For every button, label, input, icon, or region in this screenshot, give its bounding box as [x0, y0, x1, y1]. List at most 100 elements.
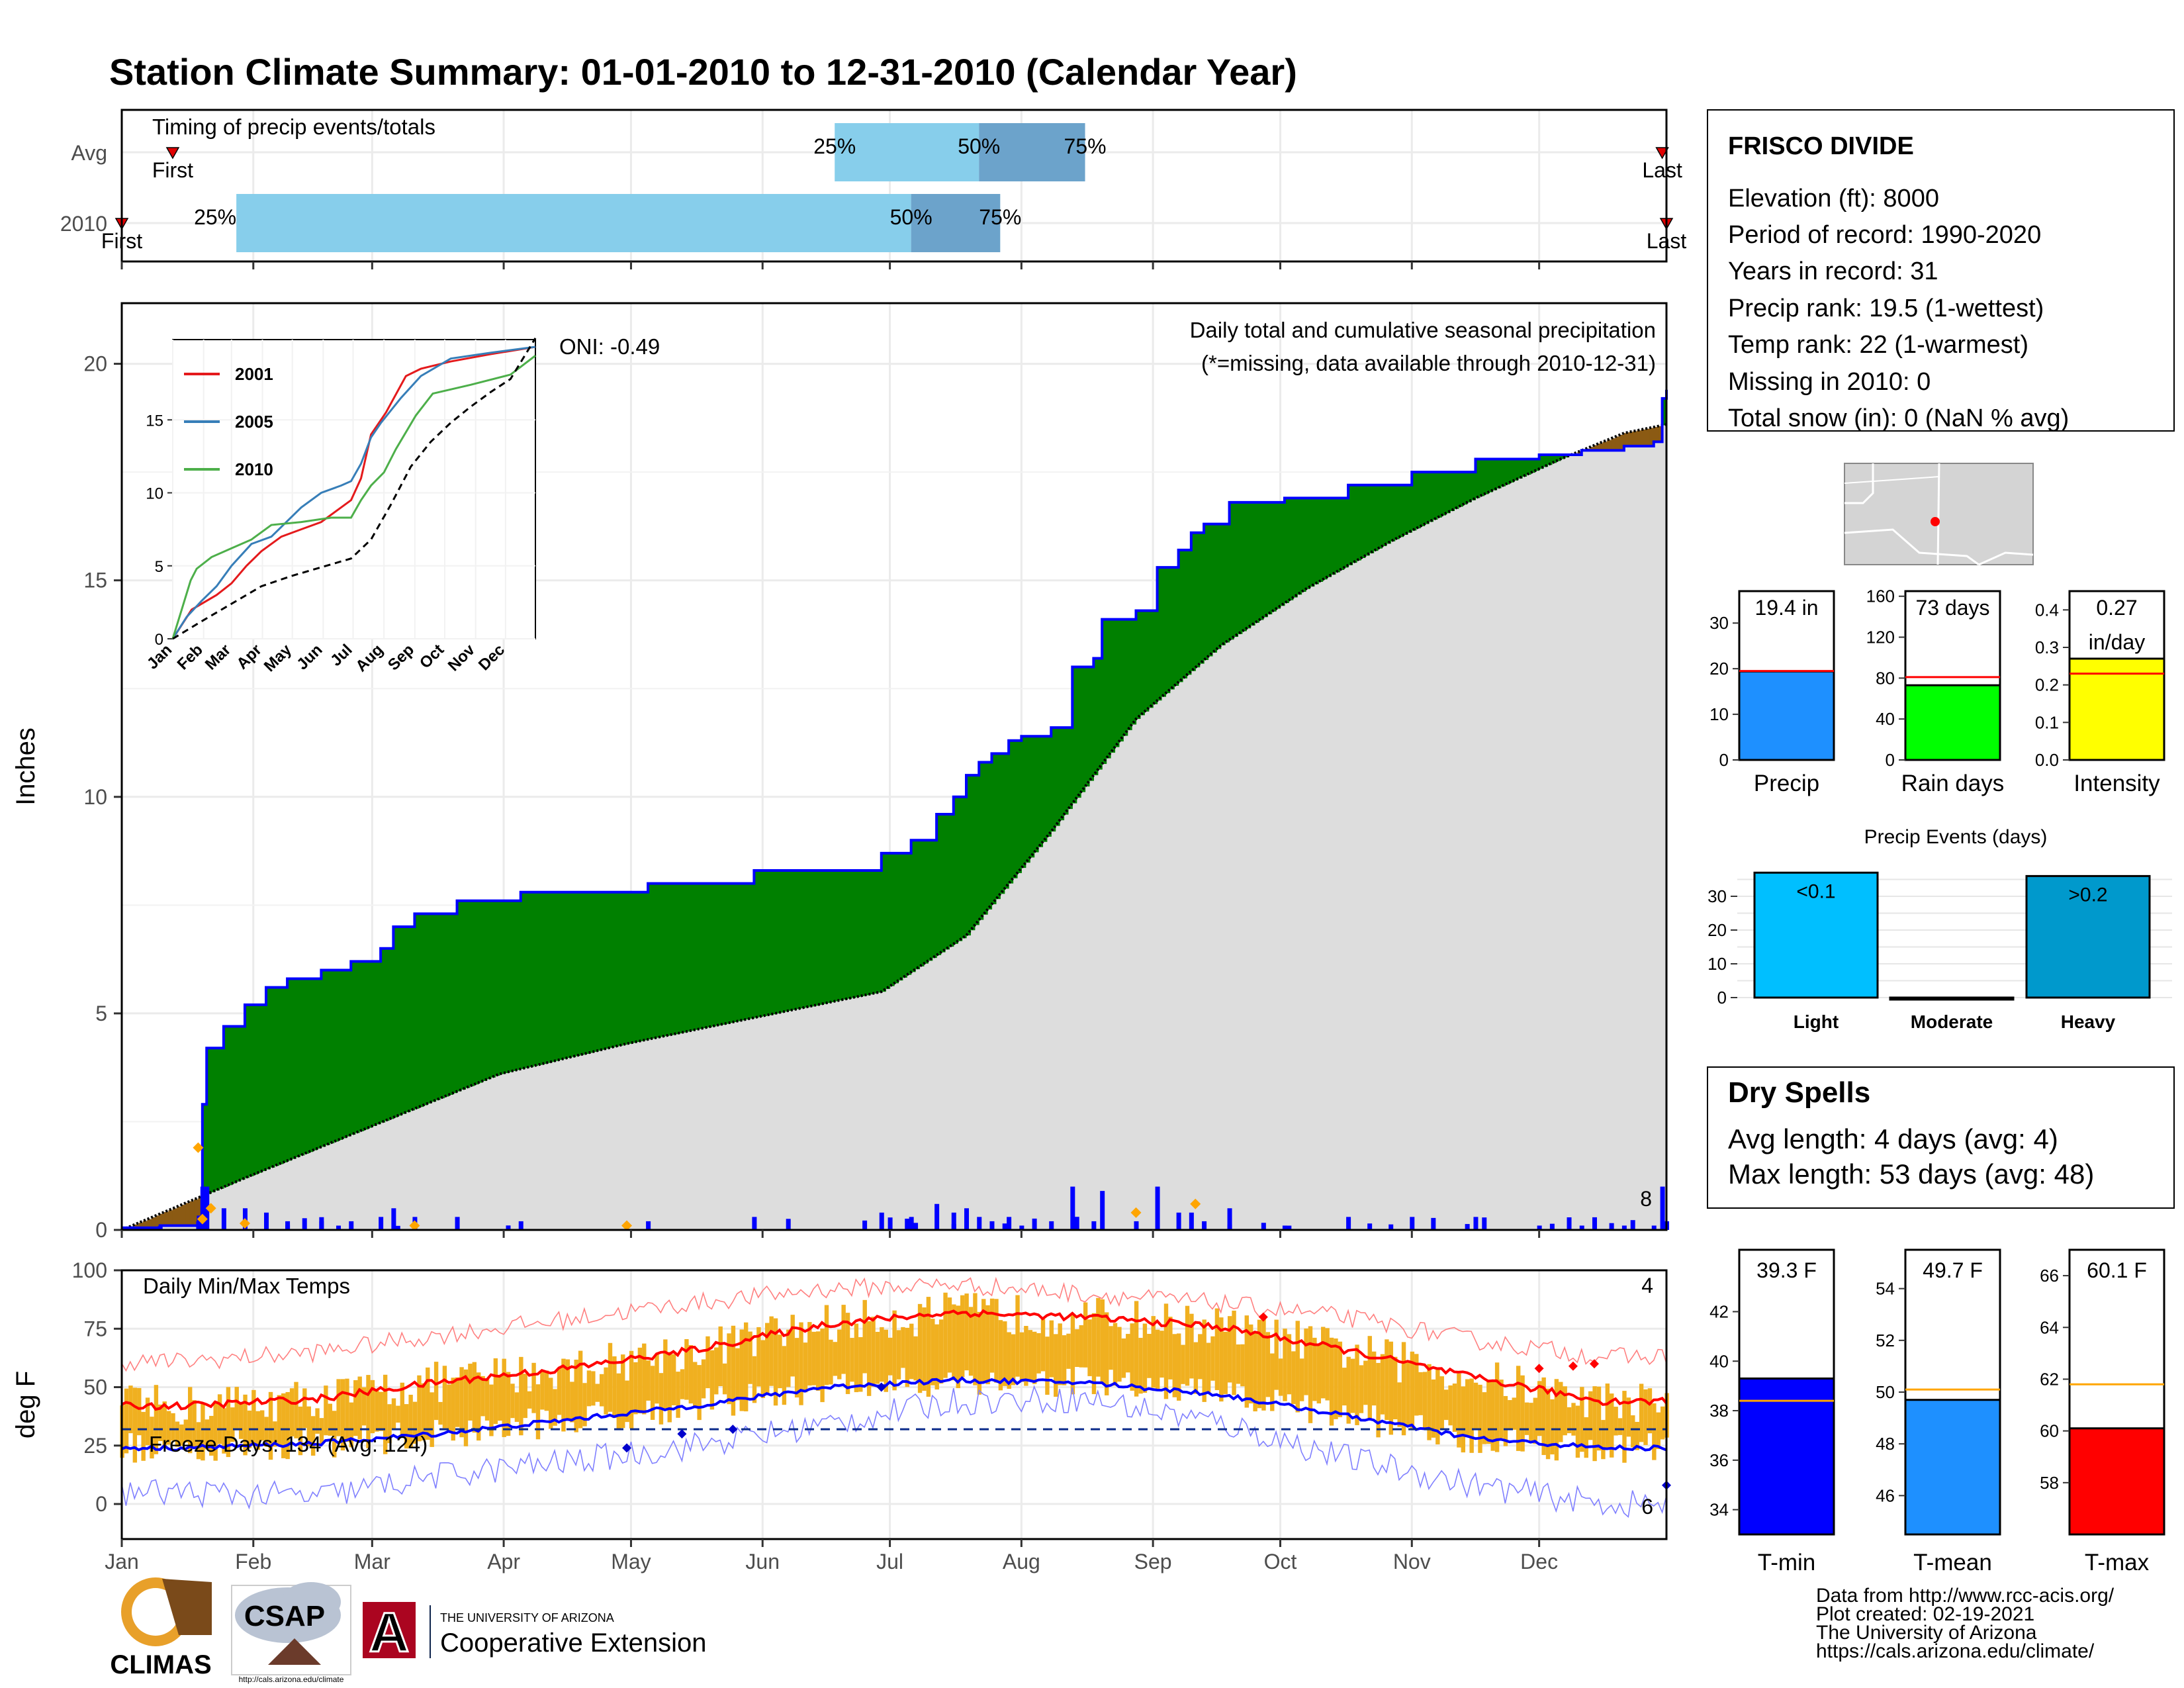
daily-temp-range-bar [226, 1387, 231, 1458]
station-line: Years in record: 31 [1728, 258, 1938, 285]
above-average-fill [1174, 567, 1179, 686]
daily-temp-range-bar [209, 1415, 214, 1456]
above-average-fill [796, 870, 801, 1009]
daily-temp-range-bar [1109, 1326, 1113, 1370]
above-average-fill [393, 927, 398, 1117]
above-average-fill [1399, 485, 1404, 538]
daily-temp-range-bar [1520, 1375, 1525, 1452]
daily-temp-range-bar [1601, 1420, 1606, 1460]
above-average-fill [660, 883, 666, 1037]
daily-temp-range-bar [1537, 1381, 1542, 1436]
daily-temp-range-bar [612, 1356, 617, 1419]
daily-temp-range-bar [578, 1350, 583, 1429]
inset-ytick-label: 5 [155, 558, 163, 576]
temp-bar-tick-label: 42 [1709, 1301, 1729, 1321]
above-average-fill [1204, 524, 1209, 661]
daily-precip-bar [1630, 1220, 1635, 1230]
precip-ytick-label: 0 [95, 1218, 107, 1242]
daily-precip-bar [379, 1217, 384, 1230]
temp-bar-tick-label: 38 [1709, 1401, 1729, 1421]
daily-temp-range-bar [137, 1387, 142, 1436]
daily-temp-range-bar [663, 1339, 668, 1409]
temperature-bar-charts: 34 36 38 40 42 39.3 F T-min 46 48 50 52 54 49.7 F T-m… [1709, 1248, 2165, 1575]
daily-precip-bar [1074, 1217, 1079, 1230]
daily-temp-range-bar [349, 1402, 354, 1448]
above-average-fill [775, 870, 780, 1013]
above-average-fill [1505, 459, 1510, 485]
above-average-fill [699, 883, 704, 1029]
above-average-fill [970, 775, 976, 931]
daily-precip-bar [1261, 1223, 1266, 1230]
above-average-fill [788, 870, 793, 1011]
daily-temp-range-bar [994, 1299, 999, 1383]
above-average-fill [953, 796, 958, 944]
daily-temp-range-bar [896, 1330, 901, 1380]
mini-bar-label: Precip [1754, 771, 1819, 796]
daily-temp-range-bar [850, 1338, 854, 1382]
temp-bar-tick-label: 46 [1876, 1485, 1895, 1505]
above-average-fill [279, 987, 284, 1164]
dry-spells-box: Dry Spells Avg length: 4 days (avg: 4) M… [1707, 1066, 2175, 1209]
daily-precip-bar [391, 1208, 396, 1230]
freeze-days-label: Freeze Days: 134 (Avg: 124) [149, 1432, 428, 1456]
daily-temp-range-bar [243, 1394, 248, 1456]
above-average-fill [516, 900, 522, 1070]
daily-precip-bar [1567, 1217, 1572, 1230]
daily-temp-range-bar [1036, 1333, 1041, 1374]
above-average-fill [835, 870, 840, 1002]
above-average-fill [1475, 459, 1480, 498]
daily-temp-range-bar [1512, 1397, 1516, 1430]
daily-precip-bar [964, 1208, 970, 1230]
station-name: FRISCO DIVIDE [1728, 132, 1914, 160]
daily-precip-bar [1202, 1221, 1207, 1230]
daily-temp-range-bar [947, 1297, 952, 1373]
above-average-fill [944, 814, 950, 950]
daily-temp-range-bar [1596, 1386, 1602, 1451]
above-average-fill [979, 762, 984, 920]
below-average-fill [1602, 442, 1608, 451]
daily-temp-range-bar [731, 1325, 736, 1416]
daily-temp-range-bar [192, 1400, 197, 1449]
above-average-fill [1208, 524, 1213, 657]
daily-temp-range-bar [862, 1299, 867, 1374]
daily-precip-bar [1549, 1223, 1555, 1230]
daily-precip-bar [506, 1225, 511, 1230]
daily-temp-range-bar [459, 1367, 464, 1438]
daily-temp-range-bar [650, 1366, 655, 1420]
above-average-fill [1140, 610, 1145, 716]
above-average-fill [868, 870, 874, 995]
above-average-fill [1165, 567, 1171, 694]
month-axis: Jan Feb Mar Apr May Jun Jul Aug Sep Oct Nov Dec [105, 261, 1558, 1573]
daily-temp-range-bar [1439, 1376, 1444, 1430]
below-average-fill [1619, 434, 1625, 451]
daily-precip-bar [1465, 1224, 1470, 1230]
daily-temp-range-bar [1308, 1326, 1313, 1423]
daily-temp-range-bar [748, 1331, 752, 1384]
above-average-fill [571, 892, 576, 1057]
above-average-fill [240, 1026, 246, 1180]
mini-bar-tick-label: 0.4 [2035, 600, 2059, 620]
above-average-fill [656, 883, 661, 1038]
record-max-line [121, 1276, 1667, 1372]
temp-bar-value-text: 49.7 F [1923, 1258, 1983, 1282]
inset-ytick-label: 10 [146, 485, 163, 503]
daily-temp-range-bar [591, 1371, 596, 1406]
above-average-fill [1479, 459, 1484, 496]
events-tick-label: 10 [1707, 954, 1727, 974]
daily-temp-range-bar [1422, 1372, 1428, 1430]
above-average-fill [1097, 658, 1103, 770]
above-average-fill [388, 948, 394, 1119]
daily-temp-range-bar [1032, 1331, 1037, 1384]
daily-temp-range-bar [1257, 1319, 1262, 1409]
daily-temp-range-bar [956, 1305, 960, 1389]
daily-temp-range-bar [285, 1391, 290, 1460]
above-average-fill [465, 900, 471, 1088]
daily-temp-range-bar [1473, 1382, 1479, 1430]
daily-temp-range-bar [1130, 1323, 1134, 1391]
daily-precip-bar [285, 1225, 291, 1230]
daily-precip-bar [302, 1218, 307, 1230]
daily-temp-range-bar [604, 1367, 608, 1415]
above-average-fill [316, 978, 322, 1149]
daily-temp-range-bar [1465, 1379, 1470, 1438]
above-average-fill [1662, 398, 1667, 426]
